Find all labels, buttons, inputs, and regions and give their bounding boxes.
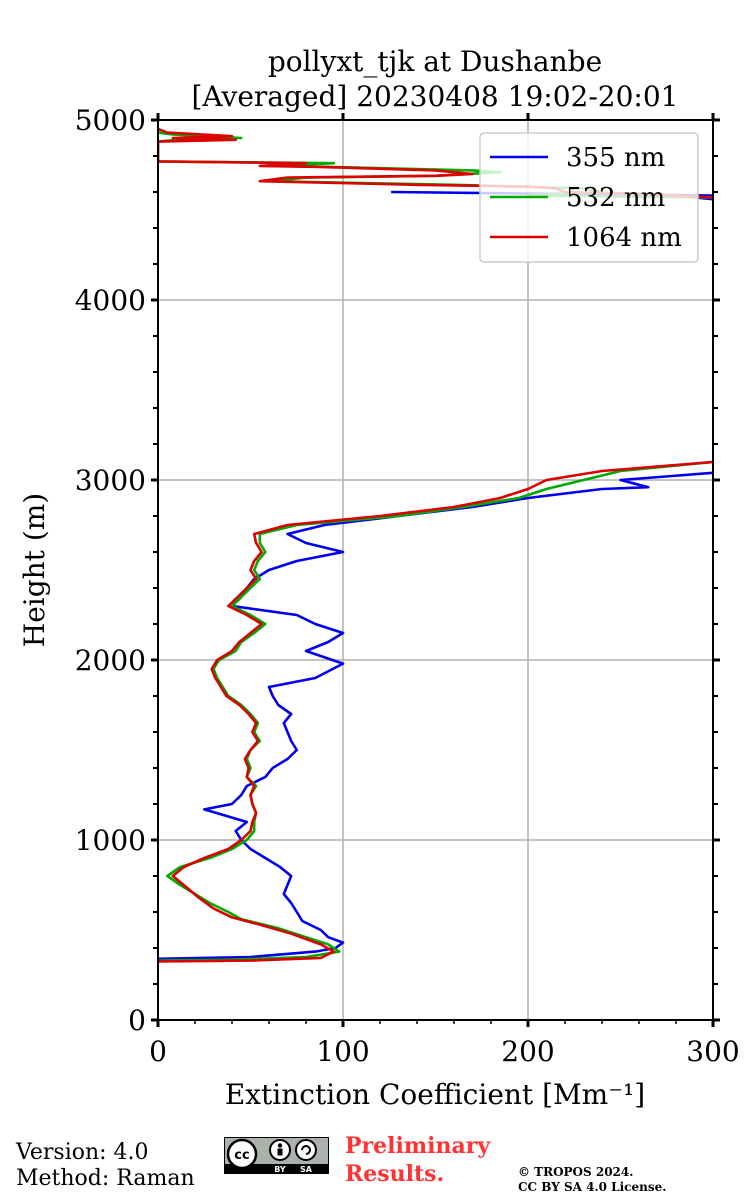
x-tick-labels: 0 100 200 300 bbox=[149, 1035, 740, 1068]
sa-label: SA bbox=[300, 1165, 313, 1174]
y-tick-label: 4000 bbox=[75, 284, 146, 317]
chart-title-line2: [Averaged] 20230408 19:02-20:01 bbox=[192, 80, 679, 113]
version-text: Version: 4.0 bbox=[16, 1140, 149, 1165]
legend-label-1064-nm: 1064 nm bbox=[566, 223, 682, 253]
preliminary-line1: Preliminary bbox=[345, 1133, 491, 1159]
x-tick-label: 200 bbox=[501, 1035, 554, 1068]
series-line-532-nm bbox=[158, 460, 713, 962]
method-text: Method: Raman bbox=[16, 1166, 195, 1191]
preliminary-line2: Results. bbox=[345, 1161, 445, 1187]
x-tick-label: 100 bbox=[316, 1035, 369, 1068]
x-tick-label: 300 bbox=[686, 1035, 739, 1068]
cc-icon bbox=[226, 1138, 258, 1170]
y-tick-labels: 0 1000 2000 3000 4000 5000 bbox=[75, 104, 146, 1037]
sa-share-icon bbox=[295, 1139, 317, 1161]
series-line-1064-nm bbox=[158, 460, 713, 963]
axis-ticks bbox=[151, 113, 720, 1027]
extinction-profile-chart: pollyxt_tjk at Dushanbe [Averaged] 20230… bbox=[18, 45, 740, 1111]
copyright-line1: © TROPOS 2024. bbox=[518, 1165, 634, 1179]
by-label: BY bbox=[274, 1165, 286, 1174]
y-tick-label: 3000 bbox=[75, 464, 146, 497]
series-line-355-nm bbox=[158, 471, 713, 961]
plot-frame bbox=[157, 119, 714, 1021]
preliminary-results-note: Preliminary Results. bbox=[345, 1132, 490, 1188]
legend-box bbox=[479, 132, 699, 263]
copyright-line2: CC BY SA 4.0 License. bbox=[518, 1180, 667, 1194]
x-axis-label: Extinction Coefficient [Mm⁻¹] bbox=[225, 1078, 645, 1111]
cc-by-sa-badge: cc BY SA bbox=[224, 1137, 329, 1174]
copyright-note: © TROPOS 2024. CC BY SA 4.0 License. bbox=[518, 1165, 666, 1195]
y-tick-label: 2000 bbox=[75, 644, 146, 677]
legend-label-355-nm: 355 nm bbox=[566, 143, 665, 173]
chart-title-line1: pollyxt_tjk at Dushanbe bbox=[268, 45, 602, 78]
y-tick-label: 5000 bbox=[75, 104, 146, 137]
y-tick-label: 1000 bbox=[75, 824, 146, 857]
x-tick-label: 0 bbox=[149, 1035, 167, 1068]
y-axis-label: Height (m) bbox=[18, 493, 51, 647]
legend-label-532-nm: 532 nm bbox=[566, 183, 665, 213]
legend: 355 nm 532 nm 1064 nm bbox=[479, 132, 699, 263]
y-tick-label: 0 bbox=[128, 1004, 146, 1037]
cc-icon-text: cc bbox=[234, 1148, 249, 1163]
